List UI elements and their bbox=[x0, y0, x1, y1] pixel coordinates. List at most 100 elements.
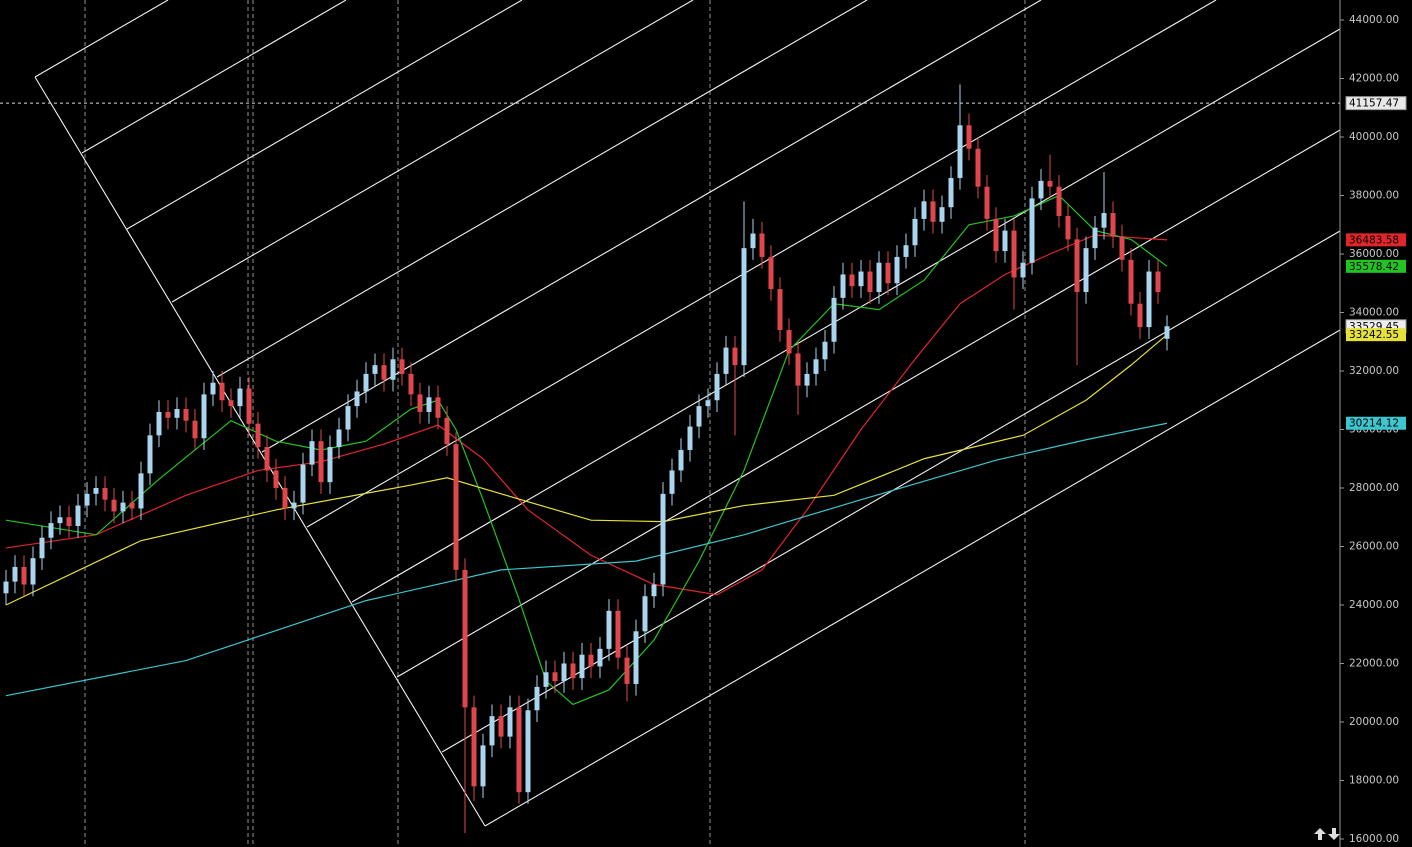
candle-body bbox=[1119, 236, 1125, 260]
candle-body bbox=[399, 359, 405, 374]
candle-body bbox=[165, 411, 171, 418]
candle-body bbox=[624, 657, 630, 684]
candle-body bbox=[498, 716, 504, 737]
candle-body bbox=[975, 148, 981, 187]
candle-body bbox=[615, 610, 621, 658]
y-tick-label: 38000.00 bbox=[1349, 190, 1399, 202]
candle-body bbox=[822, 341, 828, 360]
candle-body bbox=[786, 330, 792, 354]
candle-body bbox=[336, 429, 342, 448]
candle-body bbox=[858, 271, 864, 287]
candle-body bbox=[435, 397, 441, 418]
candle-body bbox=[597, 648, 603, 667]
candle-body bbox=[750, 233, 756, 249]
candle-body bbox=[732, 347, 738, 366]
scroll-down-arrow[interactable] bbox=[1328, 828, 1340, 840]
moving-average-label: 35578.42 bbox=[1349, 261, 1399, 273]
moving-average-label: 33242.55 bbox=[1349, 329, 1399, 341]
candle-body bbox=[912, 218, 918, 246]
candle-body bbox=[849, 274, 855, 287]
candle-body bbox=[741, 248, 747, 366]
candle-body bbox=[93, 487, 99, 494]
y-tick-label: 44000.00 bbox=[1349, 14, 1399, 26]
candle-body bbox=[1047, 180, 1053, 187]
y-tick-label: 20000.00 bbox=[1349, 716, 1399, 728]
candle-body bbox=[291, 502, 297, 509]
candle-body bbox=[651, 584, 657, 597]
candle-body bbox=[633, 631, 639, 684]
candle-body bbox=[372, 365, 378, 374]
candle-body bbox=[273, 470, 279, 488]
candle-body bbox=[354, 391, 360, 407]
candle-body bbox=[462, 569, 468, 708]
candle-body bbox=[678, 449, 684, 471]
candle-body bbox=[1128, 259, 1134, 304]
candle-body bbox=[1164, 326, 1170, 339]
candle-body bbox=[111, 499, 117, 512]
candle-body bbox=[957, 125, 963, 178]
candle-body bbox=[282, 487, 288, 509]
candle-body bbox=[804, 373, 810, 386]
candle-body bbox=[714, 373, 720, 401]
candle-body bbox=[552, 672, 558, 682]
candle-body bbox=[993, 218, 999, 252]
candle-body bbox=[300, 464, 306, 503]
candle-body bbox=[696, 406, 702, 427]
candle-body bbox=[246, 388, 252, 424]
scroll-up-arrow[interactable] bbox=[1314, 828, 1326, 840]
candle-body bbox=[264, 447, 270, 471]
candle-body bbox=[543, 672, 549, 687]
candle-body bbox=[489, 716, 495, 746]
candle-body bbox=[381, 365, 387, 380]
candle-body bbox=[1056, 186, 1062, 216]
candle-body bbox=[1002, 230, 1008, 252]
candle-body bbox=[813, 359, 819, 374]
candle-body bbox=[930, 201, 936, 222]
y-tick-label: 18000.00 bbox=[1349, 774, 1399, 786]
candle-body bbox=[903, 245, 909, 257]
y-tick-label: 24000.00 bbox=[1349, 599, 1399, 611]
candle-body bbox=[588, 654, 594, 667]
candle-body bbox=[1137, 303, 1143, 328]
candle-body bbox=[66, 517, 72, 527]
candle-body bbox=[876, 262, 882, 293]
candle-body bbox=[309, 441, 315, 465]
candle-body bbox=[318, 441, 324, 483]
candle-body bbox=[777, 289, 783, 331]
candle-body bbox=[840, 274, 846, 298]
y-tick-label: 40000.00 bbox=[1349, 131, 1399, 143]
candle-body bbox=[1110, 213, 1116, 237]
candle-body bbox=[1065, 215, 1071, 240]
channel-line bbox=[34, 0, 169, 78]
channel-line bbox=[126, 0, 523, 230]
moving-average-label-box bbox=[1346, 416, 1406, 430]
candle-body bbox=[192, 420, 198, 439]
candle-body bbox=[660, 493, 666, 585]
candle-body bbox=[1146, 271, 1152, 328]
candle-body bbox=[21, 566, 27, 585]
candle-body bbox=[345, 406, 351, 430]
candle-body bbox=[921, 201, 927, 219]
candle-body bbox=[48, 523, 54, 538]
candle-body bbox=[939, 207, 945, 222]
candle-body bbox=[39, 537, 45, 559]
moving-average-label-box bbox=[1346, 328, 1406, 342]
candle-body bbox=[525, 710, 531, 793]
moving-average-line bbox=[5, 194, 1168, 706]
moving-average-label-box bbox=[1346, 233, 1406, 247]
candle-body bbox=[480, 745, 486, 787]
moving-average-label: 30214.12 bbox=[1349, 418, 1399, 430]
channel-line bbox=[484, 329, 1341, 827]
candle-body bbox=[885, 262, 891, 284]
candle-body bbox=[138, 473, 144, 509]
scroll-arrows[interactable] bbox=[1314, 828, 1340, 840]
candle-body bbox=[57, 517, 63, 524]
y-tick-label: 42000.00 bbox=[1349, 73, 1399, 85]
candle-body bbox=[120, 502, 126, 512]
candle-body bbox=[507, 707, 513, 737]
channel-line bbox=[81, 0, 347, 154]
candle-body bbox=[444, 417, 450, 445]
candle-body bbox=[201, 394, 207, 439]
